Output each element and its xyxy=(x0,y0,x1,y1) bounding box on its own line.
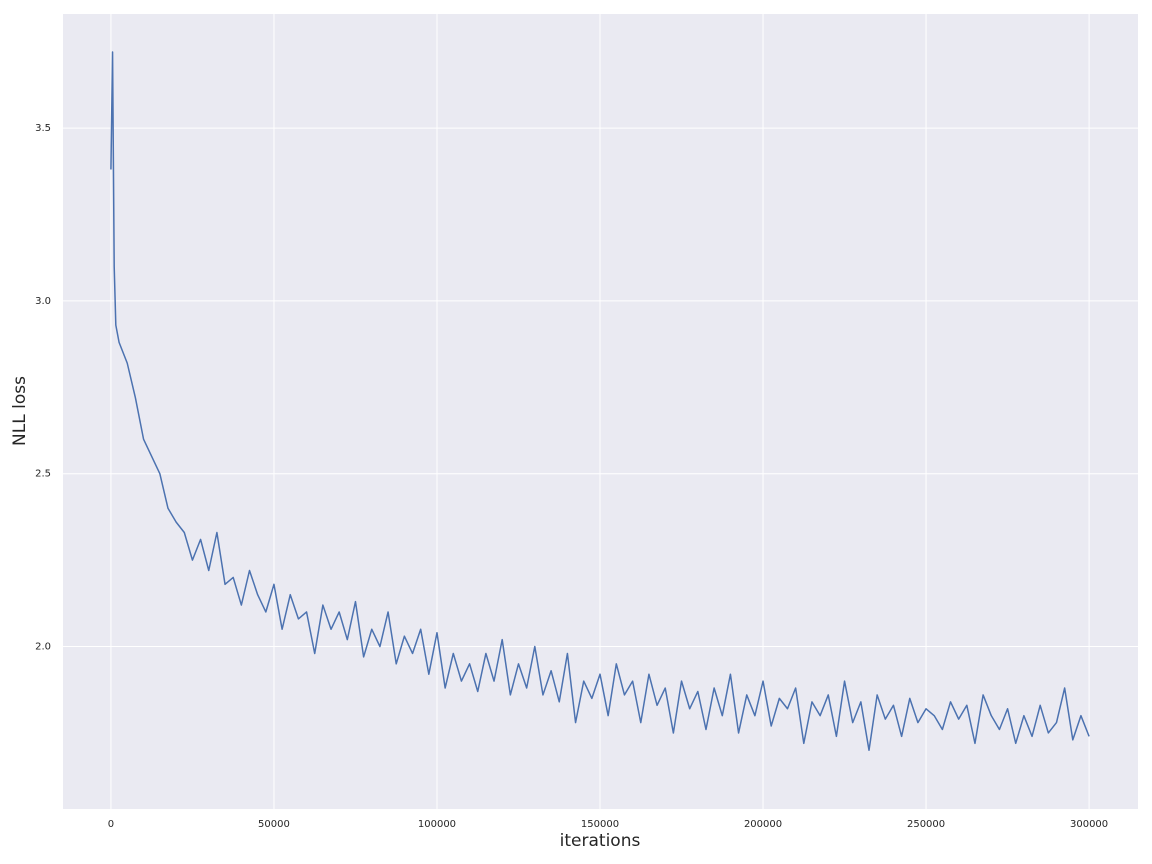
x-tick-label: 250000 xyxy=(907,819,945,830)
x-tick-label: 150000 xyxy=(581,819,619,830)
y-tick-label: 2.5 xyxy=(35,469,51,480)
line xyxy=(110,51,1090,751)
x-tick-label: 0 xyxy=(108,819,114,830)
y-axis-label: NLL loss xyxy=(10,376,30,446)
y-tick-label: 3.0 xyxy=(35,296,51,307)
x-axis-label: iterations xyxy=(560,831,641,851)
x-tick-label: 100000 xyxy=(418,819,456,830)
y-tick-label: 2.0 xyxy=(35,642,51,653)
x-tick-label: 300000 xyxy=(1070,819,1108,830)
x-tick-label: 50000 xyxy=(258,819,290,830)
y-tick-label: 3.5 xyxy=(35,123,51,134)
x-tick-label: 200000 xyxy=(744,819,782,830)
